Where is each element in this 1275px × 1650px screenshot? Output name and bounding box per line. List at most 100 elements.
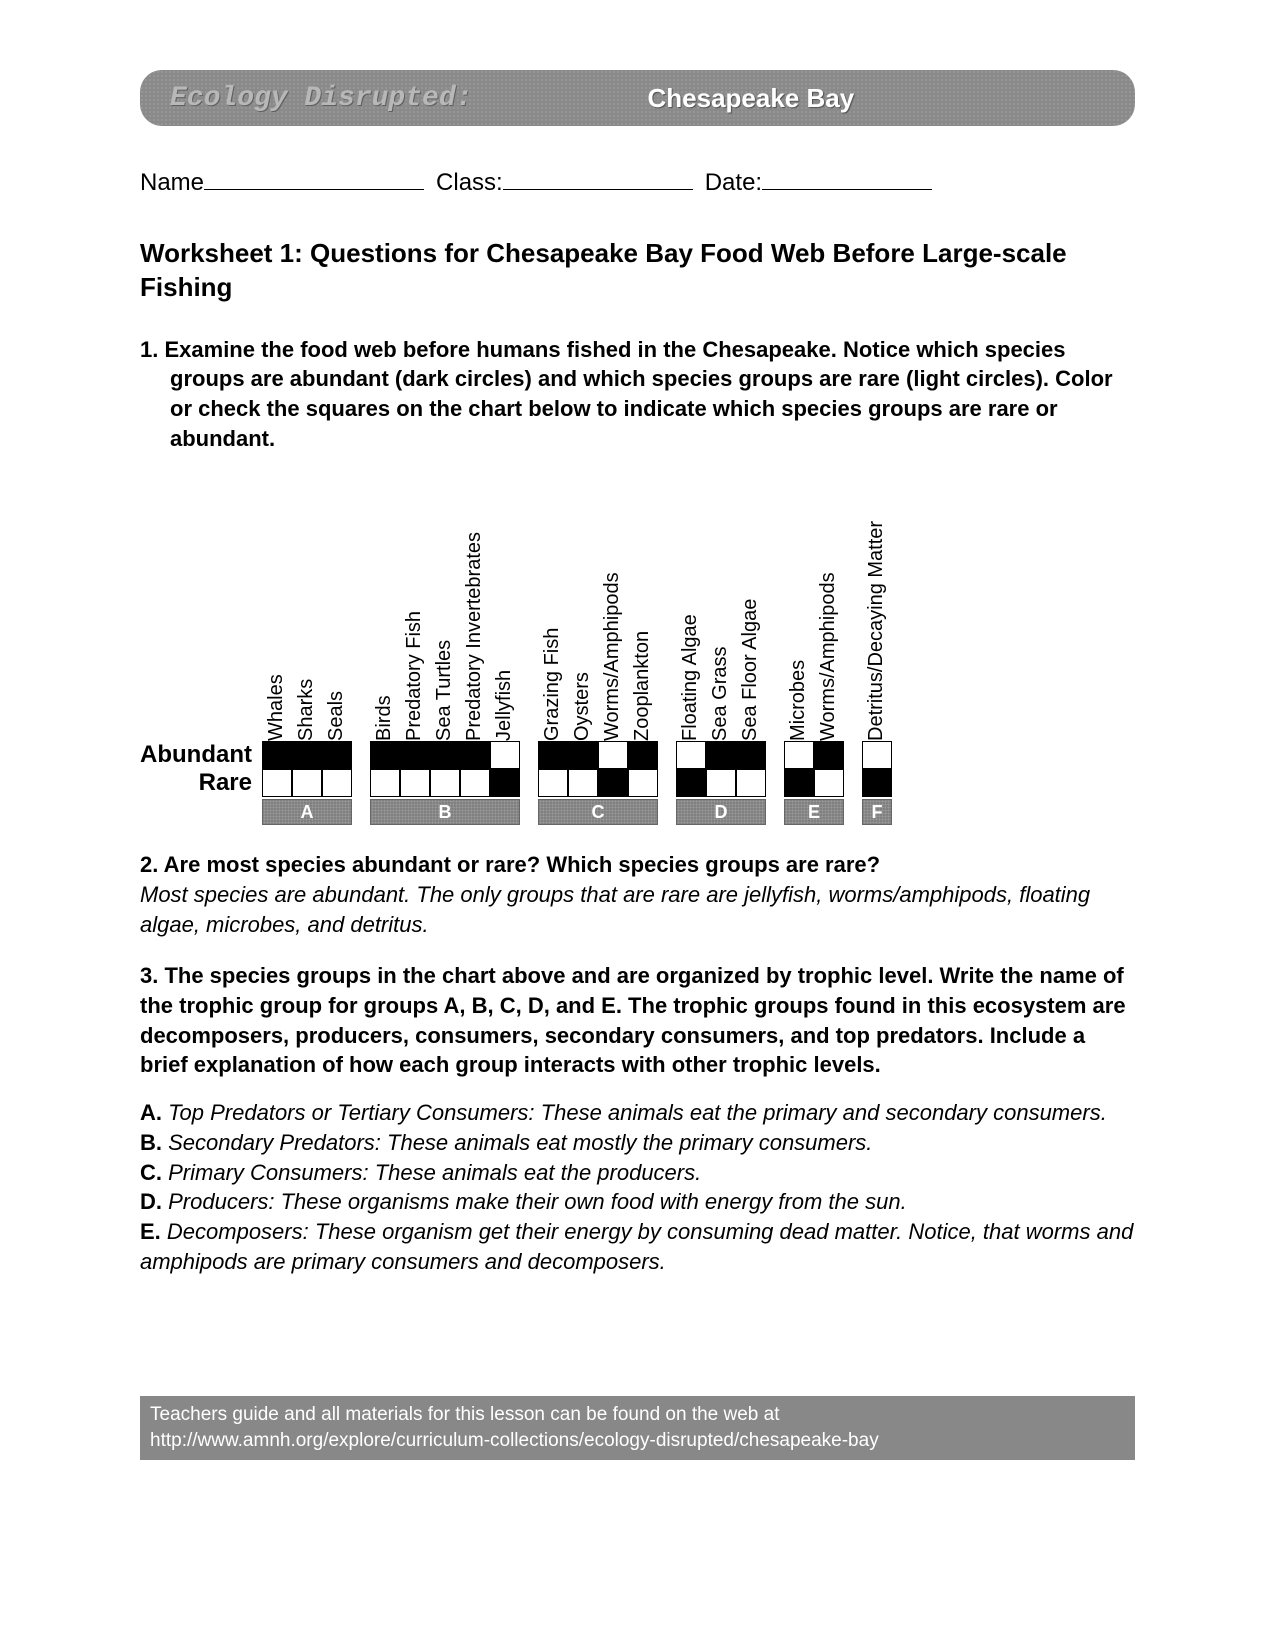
question-2-answer: Most species are abundant. The only grou… [140, 880, 1135, 939]
chart-cell[interactable] [460, 741, 490, 769]
chart-cell[interactable] [598, 769, 628, 797]
column-label: Sea Floor Algae [739, 471, 762, 741]
chart-cell[interactable] [568, 769, 598, 797]
abundance-chart: Abundant Rare WhalesSharksSealsABirdsPre… [140, 471, 1135, 825]
chart-cell[interactable] [538, 741, 568, 769]
q1-body: Examine the food web before humans fishe… [164, 337, 1112, 451]
chart-cell[interactable] [814, 769, 844, 797]
q3-answer-line: A. Top Predators or Tertiary Consumers: … [140, 1098, 1135, 1128]
date-label: Date: [705, 169, 762, 197]
chart-cell[interactable] [706, 741, 736, 769]
chart-cell[interactable] [370, 769, 400, 797]
q3-answer-line: B. Secondary Predators: These animals ea… [140, 1128, 1135, 1158]
chart-column: Whales [262, 471, 292, 797]
column-label: Oysters [571, 471, 594, 741]
chart-cell[interactable] [814, 741, 844, 769]
chart-cell[interactable] [262, 769, 292, 797]
class-blank[interactable] [503, 166, 693, 190]
chart-column: Zooplankton [628, 471, 658, 797]
chart-column: Worms/Amphipods [598, 471, 628, 797]
column-label: Microbes [787, 471, 810, 741]
group-letter: C [538, 799, 658, 825]
q3-answer-line: C. Primary Consumers: These animals eat … [140, 1158, 1135, 1188]
header-title-left: Ecology Disrupted: [170, 83, 628, 114]
chart-cell[interactable] [400, 741, 430, 769]
chart-cell[interactable] [628, 769, 658, 797]
answer-body: Secondary Predators: These animals eat m… [168, 1130, 872, 1155]
chart-cell[interactable] [676, 741, 706, 769]
chart-column: Oysters [568, 471, 598, 797]
group-letter: B [370, 799, 520, 825]
chart-cell[interactable] [784, 769, 814, 797]
chart-cell[interactable] [460, 769, 490, 797]
student-fields: Name Class: Date: [140, 166, 1135, 197]
name-blank[interactable] [204, 166, 424, 190]
group-letter: A [262, 799, 352, 825]
column-label: Sea Turtles [433, 471, 456, 741]
chart-group-C: Grazing Fish OystersWorms/AmphipodsZoopla… [538, 471, 658, 825]
chart-cell[interactable] [862, 741, 892, 769]
q1-number: 1. [140, 337, 158, 362]
group-letter: E [784, 799, 844, 825]
chart-cell[interactable] [568, 741, 598, 769]
chart-cell[interactable] [538, 769, 568, 797]
column-label: Predatory Invertebrates [463, 471, 486, 741]
chart-column: Grazing Fish [538, 471, 568, 797]
column-label: Grazing Fish [541, 471, 564, 741]
chart-cell[interactable] [400, 769, 430, 797]
q3-answer-line: E. Decomposers: These organism get their… [140, 1217, 1135, 1276]
chart-column: Predatory Invertebrates [460, 471, 490, 797]
chart-cell[interactable] [862, 769, 892, 797]
chart-cell[interactable] [430, 769, 460, 797]
question-2-text: 2. Are most species abundant or rare? Wh… [140, 850, 1135, 880]
column-label: Sea Grass [709, 471, 732, 741]
chart-cell[interactable] [676, 769, 706, 797]
column-label: Seals [325, 471, 348, 741]
chart-cell[interactable] [370, 741, 400, 769]
header-title-right: Chesapeake Bay [628, 83, 1106, 114]
worksheet-title: Worksheet 1: Questions for Chesapeake Ba… [140, 237, 1135, 305]
class-label: Class: [436, 169, 503, 197]
chart-column: Jellyfish [490, 471, 520, 797]
header-banner: Ecology Disrupted: Chesapeake Bay [140, 70, 1135, 126]
chart-cell[interactable] [736, 741, 766, 769]
chart-column: Birds [370, 471, 400, 797]
chart-cell[interactable] [706, 769, 736, 797]
footer-line-2: http://www.amnh.org/explore/curriculum-c… [150, 1428, 1125, 1454]
chart-cell[interactable] [292, 741, 322, 769]
row-label-rare: Rare [140, 769, 252, 797]
answer-body: Decomposers: These organism get their en… [140, 1219, 1133, 1274]
group-letter: D [676, 799, 766, 825]
chart-cell[interactable] [322, 769, 352, 797]
answer-letter: B. [140, 1130, 168, 1155]
chart-cell[interactable] [292, 769, 322, 797]
question-2: 2. Are most species abundant or rare? Wh… [140, 850, 1135, 939]
question-3-answers: A. Top Predators or Tertiary Consumers: … [140, 1098, 1135, 1276]
question-1-text: 1. Examine the food web before humans fi… [140, 335, 1135, 454]
chart-cell[interactable] [262, 741, 292, 769]
answer-letter: D. [140, 1189, 168, 1214]
chart-cell[interactable] [628, 741, 658, 769]
column-label: Whales [265, 471, 288, 741]
column-label: Birds [373, 471, 396, 741]
chart-group-D: Floating AlgaeSea GrassSea Floor AlgaeD [676, 471, 766, 825]
chart-cell[interactable] [430, 741, 460, 769]
chart-cell[interactable] [490, 769, 520, 797]
chart-cell[interactable] [322, 741, 352, 769]
footer-bar: Teachers guide and all materials for thi… [140, 1396, 1135, 1459]
question-1: 1. Examine the food web before humans fi… [140, 335, 1135, 454]
chart-column: Sea Turtles [430, 471, 460, 797]
chart-groups: WhalesSharksSealsABirdsPredatory FishSea… [262, 471, 892, 825]
answer-letter: A. [140, 1100, 168, 1125]
chart-column: Seals [322, 471, 352, 797]
footer-line-1: Teachers guide and all materials for thi… [150, 1402, 1125, 1428]
chart-cell[interactable] [598, 741, 628, 769]
chart-column: Sea Floor Algae [736, 471, 766, 797]
date-blank[interactable] [762, 166, 932, 190]
chart-column: Sharks [292, 471, 322, 797]
chart-cell[interactable] [490, 741, 520, 769]
answer-body: Producers: These organisms make their ow… [168, 1189, 907, 1214]
chart-cell[interactable] [784, 741, 814, 769]
chart-cell[interactable] [736, 769, 766, 797]
column-label: Jellyfish [493, 471, 516, 741]
